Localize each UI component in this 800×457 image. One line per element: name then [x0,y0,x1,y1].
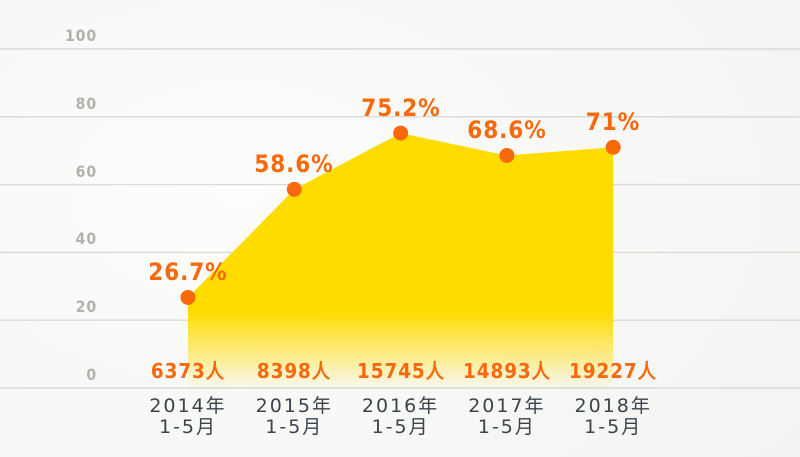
y-axis-tick-label: 20 [75,297,97,317]
category-year: 2014年 [149,395,227,417]
category-period: 1-5月 [477,416,536,438]
category-period: 1-5月 [584,416,643,438]
category-year: 2016年 [361,395,440,417]
count-label: 15745人 [356,359,445,383]
y-axis-tick-label: 60 [75,161,97,181]
percent-label: 58.6% [254,150,335,179]
percent-label: 75.2% [360,94,441,123]
x-axis-category-label: 2017年 1-5月 [468,396,545,438]
data-point [286,181,302,197]
percent-label: 26.7% [148,258,228,287]
data-point [605,139,621,155]
x-axis-category-label: 2018年 1-5月 [575,396,652,438]
count-label: 19227人 [569,359,658,383]
count-label: 8398人 [257,359,332,383]
category-period: 1-5月 [158,416,218,438]
category-period: 1-5月 [371,416,430,438]
category-period: 1-5月 [265,416,324,438]
x-axis-category-label: 2015年 1-5月 [256,396,333,438]
x-axis-category-label: 2014年 1-5月 [149,396,226,438]
category-year: 2017年 [468,395,546,417]
count-label: 6373人 [150,359,226,383]
y-axis-tick-label: 40 [75,229,97,249]
category-year: 2015年 [255,395,333,417]
data-point [499,147,515,163]
category-year: 2018年 [574,395,652,417]
data-point [180,289,196,305]
percent-label: 71% [585,108,641,137]
data-point [393,125,409,141]
count-label: 14893人 [462,359,551,383]
y-axis-tick-label: 0 [86,365,97,384]
percent-label: 68.6% [467,116,547,145]
y-axis-tick-label: 100 [64,26,97,45]
y-axis-tick-label: 80 [75,93,97,113]
x-axis-category-label: 2016年 1-5月 [362,396,439,438]
